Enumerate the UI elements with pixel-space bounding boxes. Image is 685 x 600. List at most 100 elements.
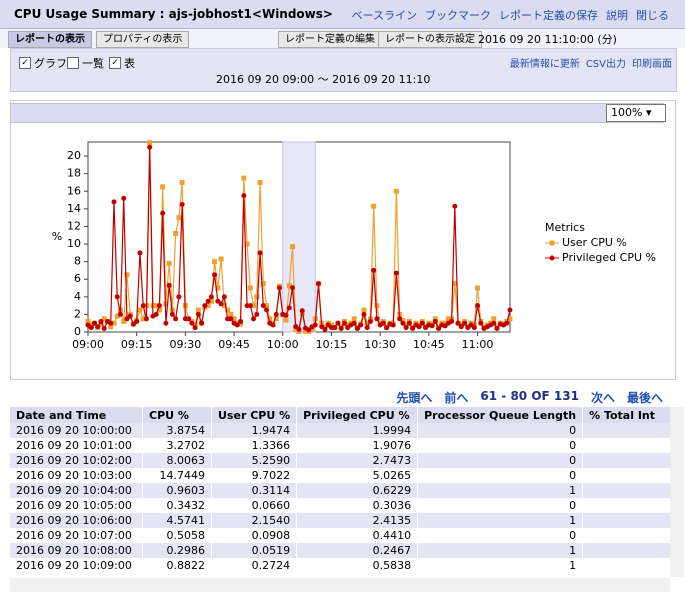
data-point: [271, 322, 276, 327]
toolbar-link[interactable]: CSV出力: [586, 55, 626, 70]
table-row: 2016 09 20 10:05:000.34320.06600.30360: [10, 498, 670, 513]
data-point: [449, 319, 454, 324]
x-tick-label: 10:15: [316, 338, 348, 351]
header-link[interactable]: 説明: [606, 7, 628, 23]
y-tick-label: 0: [74, 325, 81, 338]
table-cell: 0.2986: [143, 543, 212, 558]
table-cell: 1: [418, 483, 583, 498]
checkbox[interactable]: 一覧: [67, 55, 104, 71]
table-cell: 1.9474: [212, 423, 297, 438]
data-point: [475, 286, 480, 291]
data-point: [472, 325, 477, 330]
y-tick-label: 14: [67, 202, 81, 215]
table-cell: 0.0519: [212, 543, 297, 558]
data-point: [189, 321, 194, 326]
table-cell: 2016 09 20 10:03:00: [10, 468, 143, 483]
x-tick-label: 10:00: [267, 338, 299, 351]
data-point: [284, 318, 289, 323]
toolbar-link[interactable]: 最新情報に更新: [510, 55, 580, 70]
data-point: [167, 261, 172, 266]
table-cell: 0.8822: [143, 558, 212, 573]
data-point: [300, 308, 305, 313]
table-cell: 8.0063: [143, 453, 212, 468]
table-cell: [583, 543, 670, 558]
table-cell: 1: [418, 513, 583, 528]
pager-item[interactable]: 先頭へ: [396, 389, 432, 406]
data-point: [89, 325, 94, 330]
column-header: User CPU %: [212, 407, 297, 423]
table-cell: 0.5838: [297, 558, 418, 573]
data-point: [115, 294, 120, 299]
data-point: [209, 294, 214, 299]
data-point: [118, 312, 123, 317]
table-cell: [583, 468, 670, 483]
checkbox[interactable]: ✓表: [109, 55, 135, 71]
toolbar-links: 最新情報に更新 CSV出力印刷画面: [510, 55, 672, 70]
toolbar-link[interactable]: 印刷画面: [632, 55, 672, 70]
table-cell: 1: [418, 558, 583, 573]
column-header: Processor Queue Length: [418, 407, 583, 423]
checkbox-box: [67, 57, 79, 69]
header-link[interactable]: 閉じる: [636, 7, 669, 23]
table-cell: 0: [418, 468, 583, 483]
legend-title: Metrics: [545, 221, 585, 234]
horizontal-scrollbar[interactable]: [10, 578, 670, 592]
data-point: [274, 312, 279, 317]
toolbar: 2016 09 20 09:00 ～ 2016 09 20 11:10 最新情報…: [10, 48, 677, 92]
table-cell: [583, 483, 670, 498]
table-cell: [583, 558, 670, 573]
table-cell: [583, 423, 670, 438]
tab[interactable]: プロパティの表示: [96, 31, 189, 48]
pager-item[interactable]: 最後へ: [627, 389, 663, 406]
chart: 0246810121416182009:0009:1509:3009:4510:…: [0, 125, 685, 380]
table-cell: 0.9603: [143, 483, 212, 498]
header-link[interactable]: ベースライン: [352, 7, 417, 23]
table-cell: 0: [418, 528, 583, 543]
tab[interactable]: レポートの表示設定: [378, 31, 482, 48]
legend-marker: [550, 256, 555, 261]
data-point: [332, 325, 337, 330]
vertical-scrollbar[interactable]: [670, 407, 684, 577]
data-point: [108, 321, 113, 326]
zoom-select[interactable]: 100% ▾: [606, 104, 666, 122]
column-header: Date and Time: [10, 407, 143, 423]
data-point: [241, 176, 246, 181]
tab[interactable]: レポート定義の編集: [278, 31, 382, 48]
pager-item[interactable]: 次へ: [591, 389, 615, 406]
table-cell: 4.5741: [143, 513, 212, 528]
table-wrap: Date and TimeCPU %User CPU %Privileged C…: [10, 407, 670, 577]
data-point: [495, 326, 500, 331]
tab[interactable]: レポートの表示: [8, 31, 92, 48]
data-point: [322, 327, 327, 332]
data-point: [365, 325, 370, 330]
header-link[interactable]: レポート定義の保存: [499, 7, 598, 23]
table-cell: 1.3366: [212, 438, 297, 453]
zoom-value: 100%: [611, 106, 642, 119]
table-cell: [583, 453, 670, 468]
data-point: [358, 322, 363, 327]
data-point: [173, 316, 178, 321]
table-cell: 0.4410: [297, 528, 418, 543]
header-link[interactable]: ブックマーク: [425, 7, 491, 23]
table-cell: 9.7022: [212, 468, 297, 483]
table-row: 2016 09 20 10:09:000.88220.27240.58381: [10, 558, 670, 573]
data-point: [199, 321, 204, 326]
pager-item[interactable]: 前へ: [444, 389, 468, 406]
data-point: [452, 204, 457, 209]
data-point: [297, 327, 302, 332]
data-point: [400, 321, 405, 326]
y-tick-label: 10: [67, 237, 81, 250]
data-point: [251, 316, 256, 321]
data-point: [180, 180, 185, 185]
table-cell: [583, 498, 670, 513]
table-row: 2016 09 20 10:06:004.57412.15402.41351: [10, 513, 670, 528]
table-cell: [583, 513, 670, 528]
checkbox[interactable]: ✓グラフ: [19, 55, 67, 71]
y-tick-label: 12: [67, 219, 81, 232]
table-cell: 2.7473: [297, 453, 418, 468]
table-cell: 2016 09 20 10:05:00: [10, 498, 143, 513]
table-cell: 2016 09 20 10:09:00: [10, 558, 143, 573]
table-cell: 3.2702: [143, 438, 212, 453]
table-cell: 2016 09 20 10:04:00: [10, 483, 143, 498]
data-point: [219, 256, 224, 261]
